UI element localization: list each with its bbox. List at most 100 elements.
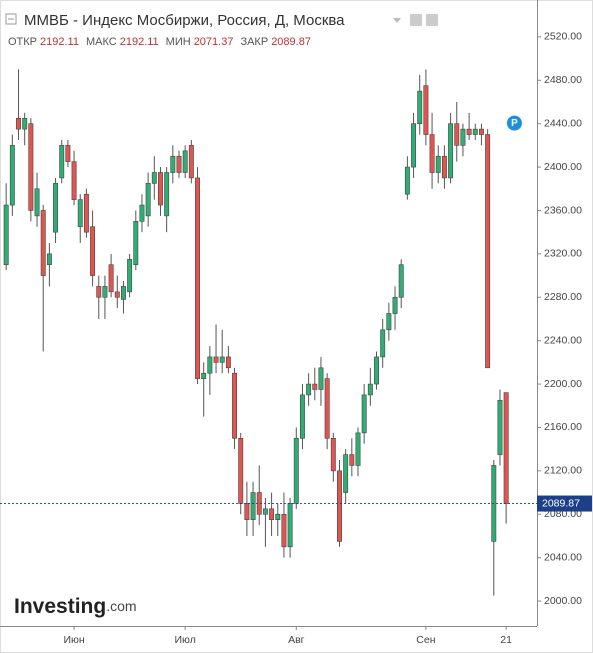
ohlc-label: ОТКР <box>8 36 37 48</box>
candle-body <box>466 128 472 135</box>
last-price-label: 2089.87 <box>542 497 580 509</box>
candle-body <box>127 258 133 293</box>
candle-body <box>306 383 312 396</box>
candle-body <box>59 145 65 179</box>
candle-body <box>293 438 299 504</box>
candle-body <box>108 264 114 293</box>
candle-body <box>9 145 15 206</box>
x-tick-label: Июн <box>63 634 84 646</box>
candle-body <box>454 123 460 146</box>
candle-body <box>83 193 89 233</box>
candle-body <box>96 286 102 298</box>
candle-body <box>374 356 379 385</box>
ohlc-label: ЗАКР <box>240 36 268 48</box>
y-tick-label: 2120.00 <box>544 465 582 477</box>
candle-body <box>349 454 355 466</box>
candle-body <box>337 470 342 542</box>
candle-body <box>367 383 373 396</box>
y-tick-label: 2320.00 <box>544 248 582 260</box>
settings-icon[interactable] <box>410 14 422 26</box>
candle-body <box>151 172 157 184</box>
y-tick-label: 2240.00 <box>544 334 582 346</box>
chart-title: ММВБ - Индекс Мосбиржи, Россия, Д, Москв… <box>24 12 345 29</box>
candle-body <box>460 128 466 146</box>
candle-body <box>46 253 52 266</box>
candle-body <box>343 454 349 493</box>
candle-body <box>22 117 28 130</box>
candle-body <box>355 432 361 466</box>
logo-main: Investing <box>14 595 106 618</box>
y-tick-label: 2520.00 <box>544 31 582 43</box>
y-tick-label: 2200.00 <box>544 378 582 390</box>
event-marker <box>506 115 522 131</box>
candle-body <box>441 155 447 179</box>
candle-body <box>244 503 250 520</box>
candle-body <box>361 394 367 434</box>
candle-body <box>411 123 417 168</box>
candle-body <box>90 226 96 276</box>
last-price-box <box>537 495 592 512</box>
logo-suffix: .com <box>106 598 136 614</box>
candle-body <box>435 155 441 173</box>
candle-body <box>330 438 336 472</box>
candle-body <box>238 438 244 504</box>
candle-body <box>213 356 219 363</box>
plot-area: 2000.002040.002080.002120.002160.002200.… <box>0 31 592 646</box>
candle-body <box>158 172 163 206</box>
y-tick-label: 2000.00 <box>544 595 582 607</box>
candle-body <box>318 367 324 390</box>
candle-body <box>207 356 213 374</box>
candle-body <box>232 372 238 439</box>
candle-body <box>40 210 46 276</box>
candle-body <box>65 145 71 162</box>
candle-body <box>219 356 225 363</box>
candle-body <box>34 188 40 217</box>
x-tick-label: Сен <box>416 634 435 646</box>
candle-body <box>250 492 256 520</box>
y-tick-label: 2160.00 <box>544 421 582 433</box>
candle-body <box>299 394 305 439</box>
candle-body <box>77 199 83 228</box>
ohlc-value: 2071.37 <box>194 36 234 48</box>
dropdown-icon[interactable] <box>393 18 401 23</box>
candle-body <box>102 286 108 298</box>
x-tick-label: Июл <box>175 634 196 646</box>
candle-body <box>281 513 287 548</box>
candle-body <box>287 503 293 548</box>
ohlc-value: 2089.87 <box>271 36 311 48</box>
candle-body <box>53 183 59 233</box>
candle-body <box>485 134 491 369</box>
ohlc-value: 2192.11 <box>120 36 159 48</box>
ohlc-label: МАКС <box>86 36 117 48</box>
candle-body <box>164 172 170 217</box>
y-tick-label: 2360.00 <box>544 204 582 216</box>
candle-body <box>275 513 281 520</box>
y-tick-label: 2480.00 <box>544 74 582 86</box>
candle-body <box>448 123 454 179</box>
candle-body <box>392 296 398 314</box>
candle-body <box>16 117 21 130</box>
candle-body <box>114 291 120 298</box>
candle-body <box>176 155 182 173</box>
ohlc-value: 2192.11 <box>40 36 79 48</box>
candle-body <box>195 177 200 379</box>
candle-body <box>71 161 77 200</box>
candle-body <box>145 183 151 217</box>
close-icon[interactable] <box>426 14 438 26</box>
candle-body <box>404 166 410 195</box>
candle-body <box>472 128 478 135</box>
x-tick-label: Авг <box>288 634 305 646</box>
candle-body <box>478 128 484 135</box>
candle-body <box>170 155 176 173</box>
candle-body <box>497 400 503 455</box>
y-tick-label: 2400.00 <box>544 161 582 173</box>
candle-body <box>269 508 275 520</box>
candle-body <box>139 204 145 222</box>
event-marker-label: P <box>511 118 518 129</box>
candle-body <box>133 221 139 266</box>
ohlc-label: МИН <box>166 36 191 48</box>
candle-body <box>312 383 318 390</box>
candle-body <box>429 134 435 173</box>
